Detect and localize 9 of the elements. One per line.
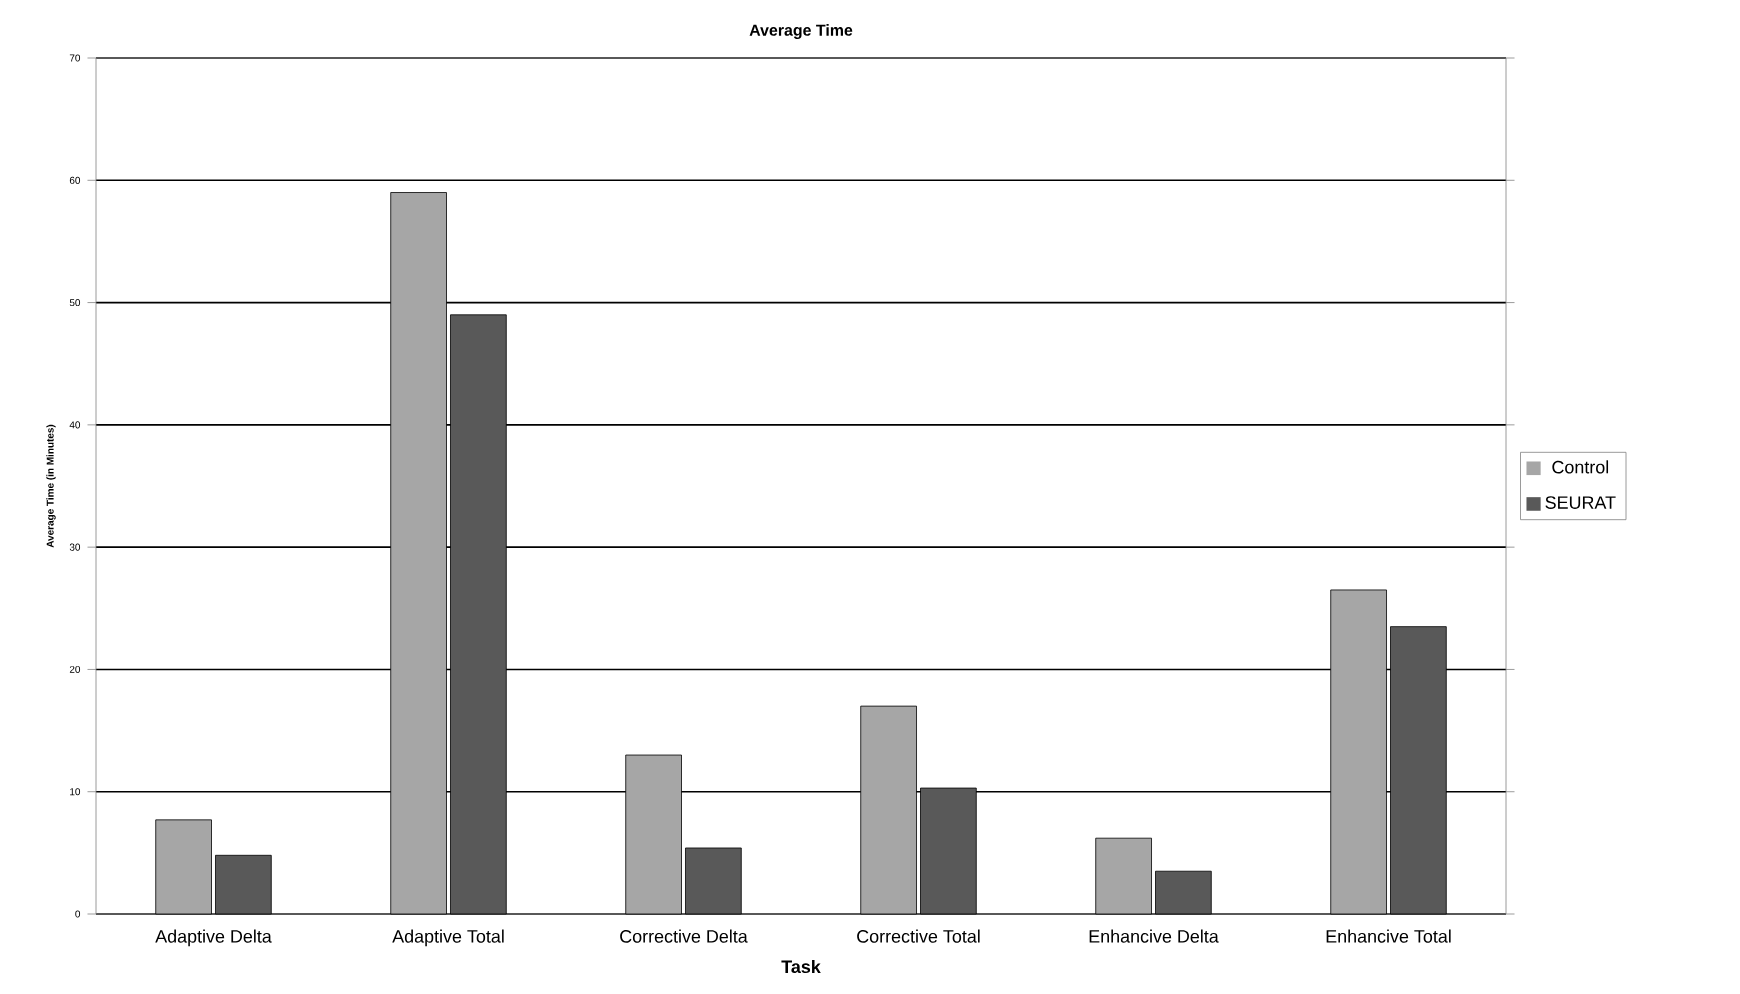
- x-tick-label: Corrective Total: [857, 929, 980, 943]
- x-axis-title: Task: [781, 959, 821, 974]
- x-tick-label: Enhancive Total: [1326, 929, 1451, 943]
- x-tick-label: Adaptive Delta: [155, 929, 272, 947]
- legend-label: Control: [1552, 460, 1609, 474]
- x-tick-label: Corrective Delta: [620, 929, 748, 943]
- x-tick-label: Enhancive Delta: [1089, 929, 1219, 943]
- legend-label: SEURAT: [1545, 496, 1616, 509]
- x-tick-label: Adaptive Total: [392, 929, 504, 947]
